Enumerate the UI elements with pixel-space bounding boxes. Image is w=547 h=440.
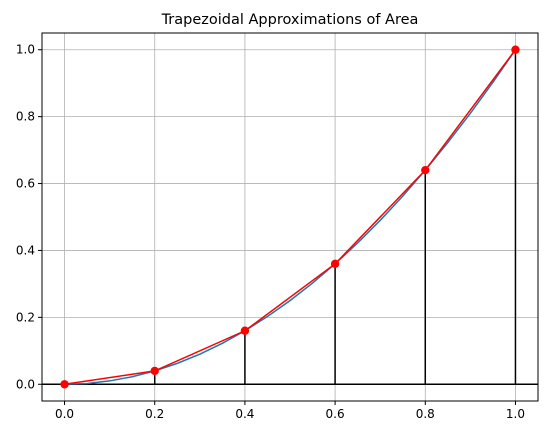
trapezoid-point bbox=[421, 165, 430, 175]
trapezoid-line bbox=[64, 49, 517, 386]
y-tick-label: 0.0 bbox=[16, 377, 35, 391]
y-tick-label: 0.4 bbox=[16, 243, 35, 257]
trapezoid-point bbox=[60, 380, 69, 389]
chart-title: Trapezoidal Approximations of Area bbox=[161, 12, 419, 28]
x-tick-label: 0.0 bbox=[55, 407, 74, 421]
grid bbox=[42, 33, 538, 401]
y-tick-label: 0.6 bbox=[16, 177, 35, 191]
plot-area bbox=[42, 45, 538, 389]
y-tick-label: 1.0 bbox=[16, 43, 35, 57]
curve-line bbox=[64, 49, 517, 386]
x-tick-label: 0.2 bbox=[145, 407, 164, 421]
trapezoid-point bbox=[511, 45, 520, 54]
x-tick-label: 0.6 bbox=[326, 407, 345, 421]
trapezoid-point bbox=[330, 259, 340, 269]
x-tick-label: 0.8 bbox=[416, 407, 435, 421]
axis-ticks: 0.0 0.2 0.4 0.6 0.8 1.0 0.0 0.2 0.4 0.6 0.8 1.0 bbox=[16, 43, 525, 421]
trapezoid-point bbox=[150, 366, 159, 376]
trapezoid-point bbox=[240, 326, 250, 335]
x-tick-label: 1.0 bbox=[506, 407, 525, 421]
x-tick-label: 0.4 bbox=[235, 407, 254, 421]
y-tick-label: 0.2 bbox=[16, 310, 35, 324]
axes-frame bbox=[41, 32, 539, 402]
y-tick-label: 0.8 bbox=[16, 110, 35, 124]
